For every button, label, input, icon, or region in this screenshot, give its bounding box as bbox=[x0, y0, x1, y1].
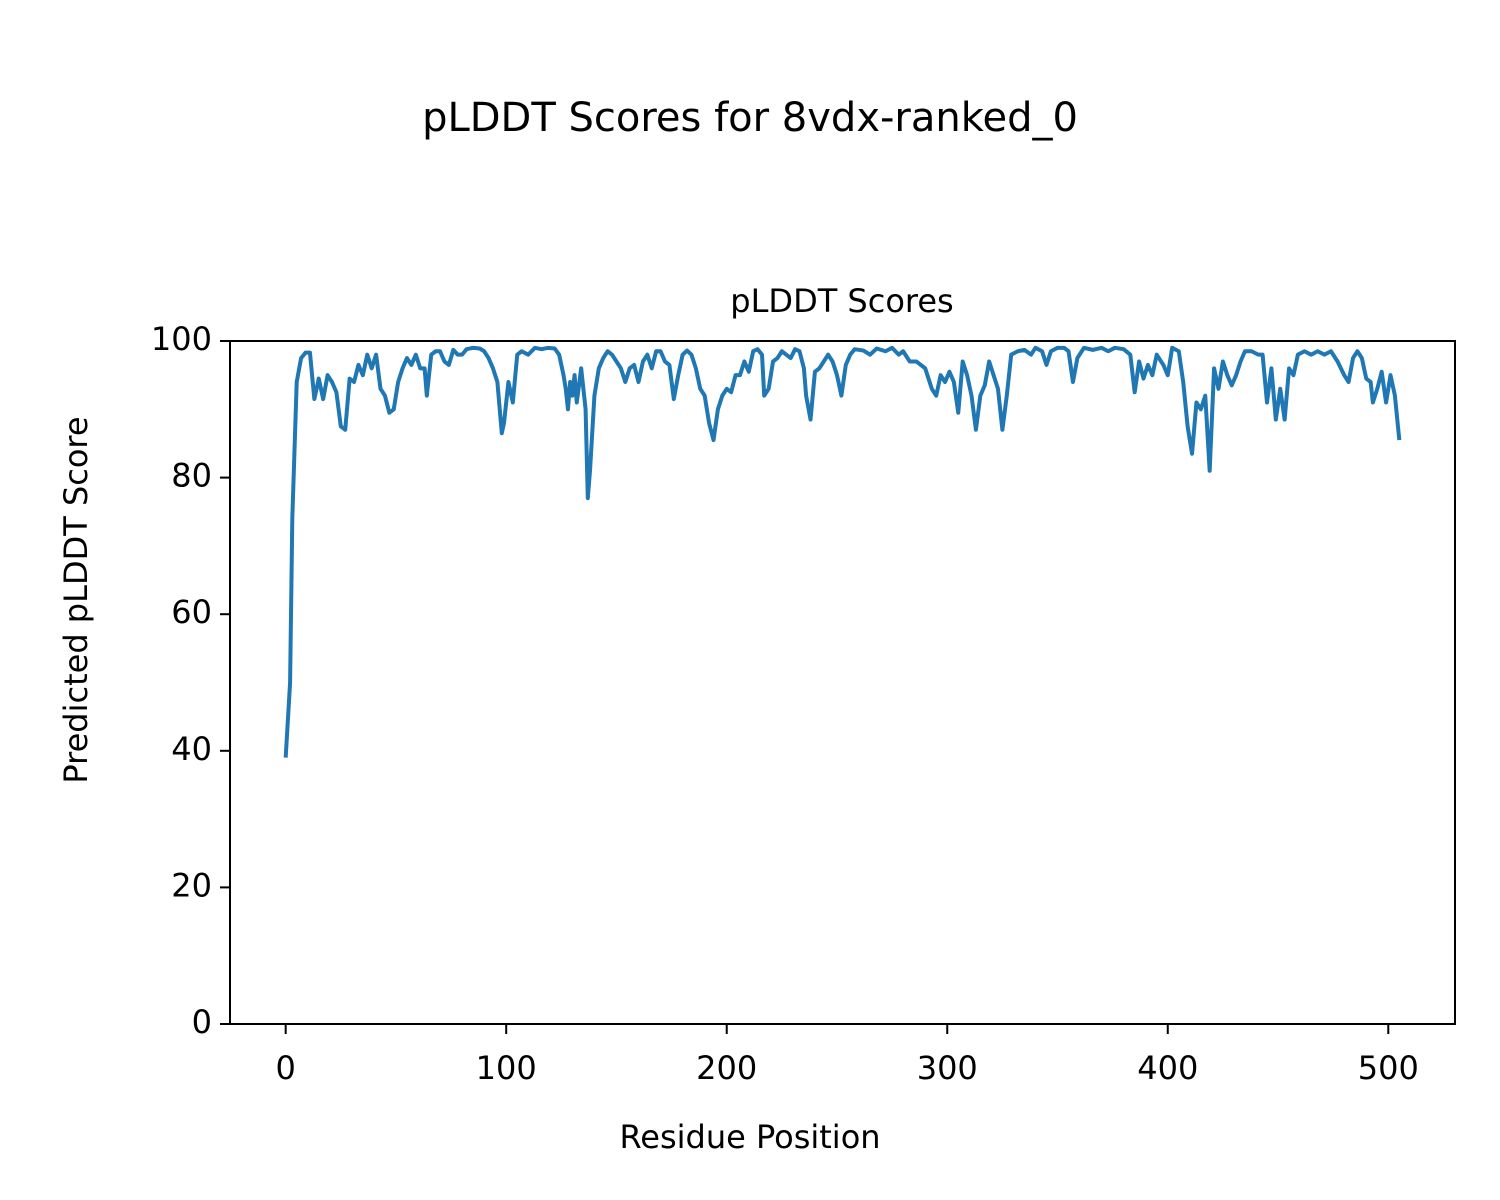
data-line bbox=[283, 345, 1402, 758]
x-tick-label: 0 bbox=[276, 1049, 296, 1087]
plot-frame bbox=[229, 340, 1456, 1025]
y-tick-label: 20 bbox=[171, 866, 212, 904]
y-tick-label: 0 bbox=[192, 1003, 212, 1041]
y-tick-label: 40 bbox=[171, 730, 212, 768]
chart-title: pLDDT Scores for 8vdx-ranked_0 bbox=[422, 95, 1078, 141]
x-tick-label: 200 bbox=[696, 1049, 757, 1087]
x-axis-label: Residue Position bbox=[619, 1118, 880, 1156]
x-tick-label: 400 bbox=[1137, 1049, 1198, 1087]
y-tick-label: 80 bbox=[171, 457, 212, 495]
x-tick-label: 500 bbox=[1358, 1049, 1419, 1087]
y-axis-label: Predicted pLDDT Score bbox=[57, 416, 95, 783]
y-tick-label: 100 bbox=[151, 320, 212, 358]
x-tick-label: 100 bbox=[476, 1049, 537, 1087]
y-tick-label: 60 bbox=[171, 593, 212, 631]
x-tick-label: 300 bbox=[917, 1049, 978, 1087]
axes-title: pLDDT Scores bbox=[730, 282, 953, 320]
